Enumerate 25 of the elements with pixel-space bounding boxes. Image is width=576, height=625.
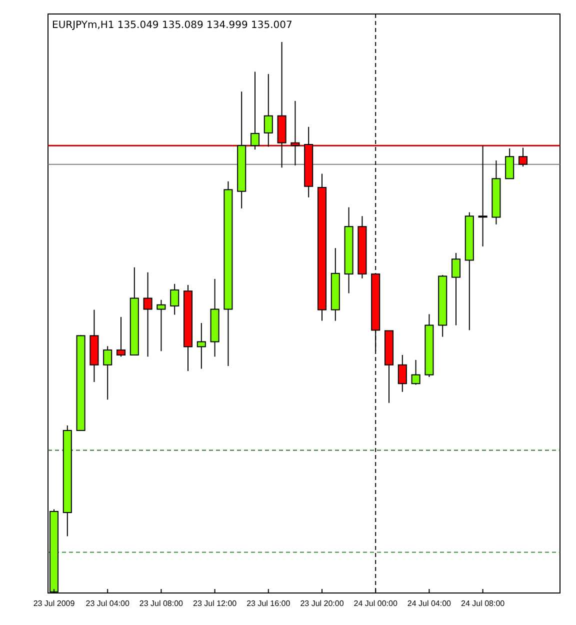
candlestick [398, 354, 407, 392]
x-tick-label: 23 Jul 04:00 [86, 599, 130, 608]
x-tick-label: 23 Jul 16:00 [246, 599, 291, 608]
candlestick [170, 283, 180, 316]
candlestick [143, 272, 152, 358]
candlestick [156, 299, 166, 352]
x-tick-label: 23 Jul 2009 [33, 599, 76, 608]
candlestick [196, 322, 206, 370]
candlestick [103, 346, 112, 400]
candlestick [518, 147, 528, 168]
x-tick-label: 24 Jul 00:00 [354, 599, 398, 608]
chart-title: EURJPYm,H1 135.049 135.089 134.999 135.007 [52, 20, 292, 31]
x-tick-label: 23 Jul 20:00 [300, 599, 344, 608]
x-tick-label: 23 Jul 12:00 [193, 599, 238, 608]
x-tick-label: 24 Jul 04:00 [407, 599, 452, 608]
candlestick [290, 100, 300, 166]
candlestick [116, 316, 126, 358]
candlestick [478, 145, 488, 247]
candlestick [411, 359, 420, 386]
candlestick [250, 71, 260, 150]
candlestick [451, 252, 461, 326]
x-tick-label: 24 Jul 08:00 [461, 599, 506, 608]
x-tick-label: 23 Jul 08:00 [139, 599, 184, 608]
candlestick [505, 148, 514, 180]
candlestick [264, 73, 273, 148]
